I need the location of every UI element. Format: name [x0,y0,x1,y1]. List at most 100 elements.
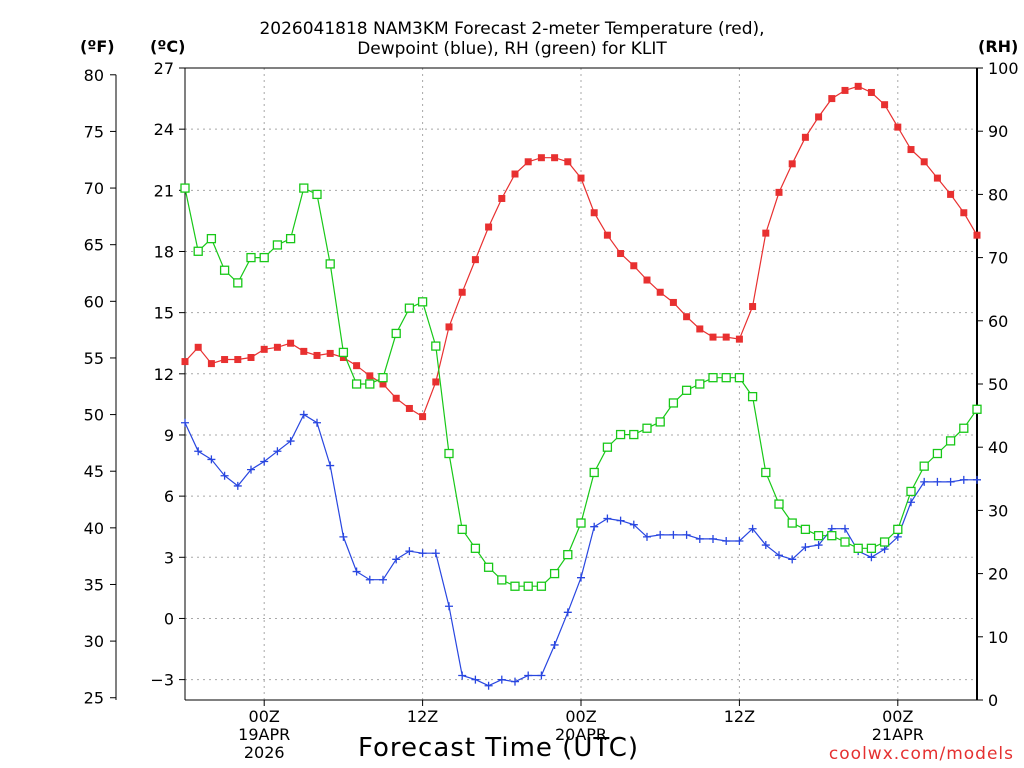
rh-tick-label: 50 [988,375,1008,394]
dewpoint-point [194,447,203,456]
dewpoint-point [907,498,915,507]
dewpoint-point [247,465,255,474]
rh-tick-label: 20 [988,565,1008,584]
rh-point [259,252,269,263]
rh-point [774,499,784,509]
celsius-tick-label: 9 [164,426,174,445]
dewpoint-point [788,555,797,564]
dewpoint-point [629,520,638,529]
dewpoint-point [775,551,783,560]
dewpoint-point [722,536,731,545]
rh-tick-label: 100 [988,59,1019,78]
temperature-point [181,358,189,366]
rh-tick-label: 10 [988,628,1008,647]
rh-point [840,537,850,547]
chart-title-line-2: Dewpoint (blue), RH (green) for KLIT [357,39,667,59]
dewpoint-point [748,524,757,533]
temperature-point [656,288,664,296]
temperature-point [709,333,717,341]
fahrenheit-tick-label: 70 [84,179,104,198]
temperature-point [828,95,836,103]
rh-point [708,373,718,383]
rh-point [193,246,203,256]
dewpoint-point [352,567,361,576]
rh-point [417,297,428,307]
temperature-point [273,343,281,351]
dewpoint-point [181,418,189,427]
dewpoint-point [761,541,770,550]
x-axis-title: Forecast Time (UTC) [358,733,640,763]
x-tick-label: 12Z [724,707,755,726]
temperature-point [617,250,625,258]
dewpoint-point [299,410,308,419]
x-tick-label: 00Z [249,707,280,726]
rh-point [365,379,375,389]
temperature-point [973,231,981,239]
temperature-point [815,113,823,121]
rh-point [457,524,467,535]
celsius-tick-label: 27 [154,59,174,78]
temperature-point [960,209,968,217]
temperature-point [221,356,229,364]
rh-point [312,189,322,200]
dewpoint-point [445,602,453,611]
dewpoint-point [220,471,229,480]
dewpoint-point [484,681,493,690]
dewpoint-point [458,671,467,680]
rh-point [629,429,639,440]
temperature-point [339,353,347,361]
dewpoint-point [273,447,282,456]
temperature-point [643,276,651,284]
rh-point [853,543,863,553]
dewpoint-point [286,437,295,446]
x-tick-label: 12Z [407,707,438,726]
rh-point [945,436,956,446]
rh-point [972,404,982,414]
rh-point [497,575,507,585]
rh-point [576,518,586,528]
temperature-point [524,158,532,166]
rh-point [404,303,415,313]
temperature-point [326,349,334,357]
temperature-point [300,347,308,355]
temperature-point [194,343,202,351]
rh-point [761,467,771,478]
dewpoint-point [946,477,955,486]
temperature-point [366,372,374,380]
rh-point [602,442,613,452]
celsius-tick-label: 3 [164,548,174,567]
dewpoint-point [365,575,374,584]
temperature-point [801,133,809,141]
fahrenheit-tick-label: 65 [84,236,104,255]
rh-point [299,183,309,193]
dewpoint-point [379,575,387,584]
celsius-tick-label: 0 [164,609,174,628]
dewpoint-point [682,530,691,539]
temperature-point [537,154,545,162]
celsius-tick-label: 6 [164,487,174,506]
rh-tick-label: 90 [988,122,1008,141]
temperature-point [841,86,849,94]
temperature-point [867,88,875,96]
temperature-point [669,298,677,306]
dewpoint-point [524,671,533,680]
dewpoint-point [669,530,678,539]
x-tick-label: 20APR [555,725,607,744]
fahrenheit-tick-label: 80 [84,66,104,85]
rh-point [285,233,296,244]
temperature-point [379,380,387,388]
dewpoint-point [471,675,480,684]
temperature-point [788,160,796,168]
x-tick-label: 2026 [244,743,285,762]
rh-point [431,341,441,351]
dewpoint-point [920,477,929,486]
rh-point [879,537,890,547]
temperature-point [392,394,400,402]
temperature-point [405,404,413,412]
temperature-point [630,262,638,270]
temperature-point [353,362,361,370]
temperature-point [722,333,730,341]
rh-point [549,568,560,579]
rh-point [655,417,665,427]
rh-point [444,448,454,459]
